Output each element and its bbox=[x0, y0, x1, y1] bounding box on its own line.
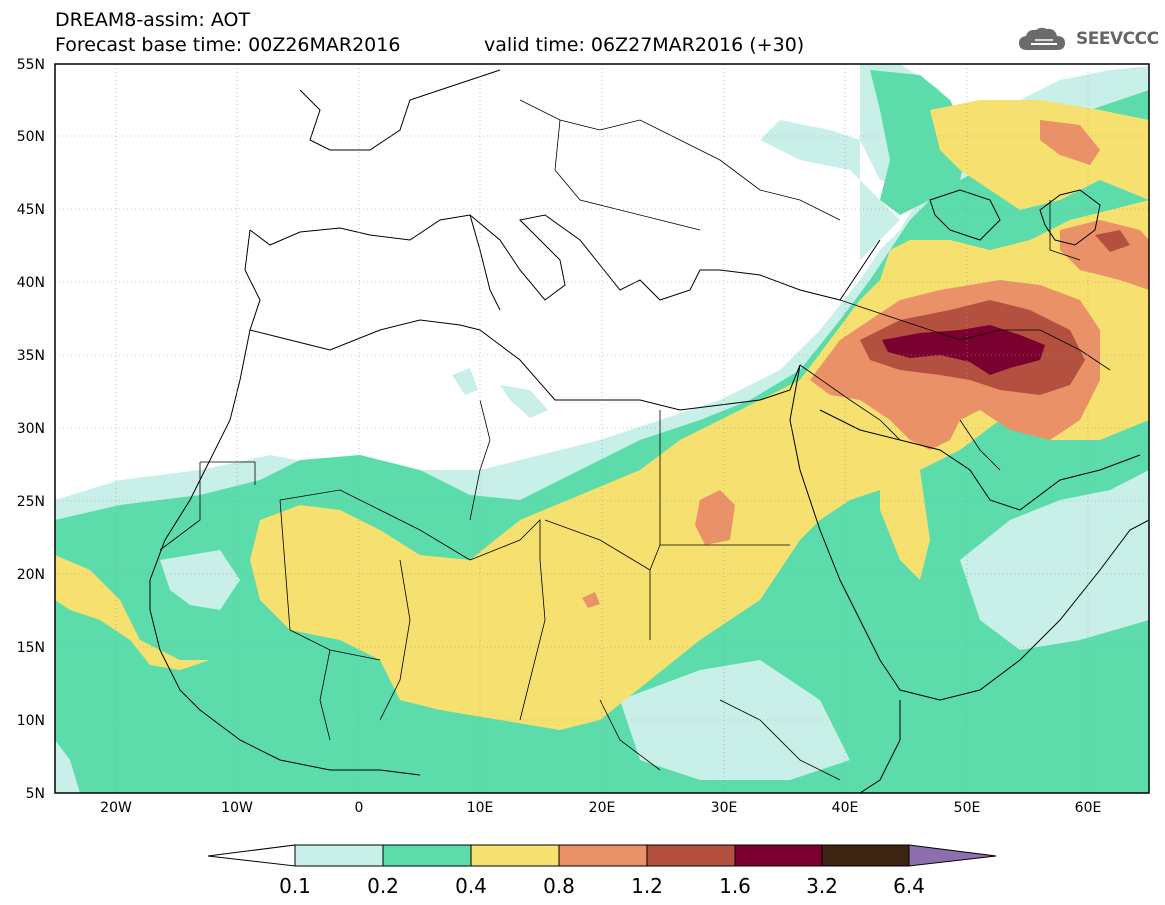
colorbar-label: 1.2 bbox=[631, 874, 663, 898]
colorbar-label: 0.1 bbox=[279, 874, 311, 898]
colorbar-label: 0.4 bbox=[455, 874, 487, 898]
colorbar-label: 1.6 bbox=[719, 874, 751, 898]
lat-tick-label: 35N bbox=[17, 348, 45, 364]
colorbar bbox=[207, 844, 997, 867]
colorbar-swatch bbox=[294, 844, 384, 867]
colorbar-label: 0.8 bbox=[543, 874, 575, 898]
cloud-logo-icon bbox=[1019, 27, 1065, 50]
colorbar-label: 3.2 bbox=[806, 874, 838, 898]
aot-band-0.8-chad bbox=[582, 592, 600, 608]
lon-tick-label: 10E bbox=[467, 800, 494, 816]
lat-tick-label: 55N bbox=[17, 57, 45, 73]
colorbar-label: 0.2 bbox=[367, 874, 399, 898]
aot-band-1.6 bbox=[882, 325, 1045, 375]
lon-tick-label: 60E bbox=[1075, 800, 1102, 816]
lon-tick-label: 50E bbox=[954, 800, 981, 816]
lat-tick-label: 40N bbox=[17, 275, 45, 291]
colorbar-label: 6.4 bbox=[893, 874, 925, 898]
lat-tick-label: 25N bbox=[17, 494, 45, 510]
lat-tick-label: 10N bbox=[17, 713, 45, 729]
colorbar-over-arrow bbox=[908, 844, 997, 867]
forecast-base-time: Forecast base time: 00Z26MAR2016 bbox=[55, 34, 401, 56]
aot-band-0.1-libya2 bbox=[500, 385, 548, 418]
colorbar-swatch bbox=[470, 844, 560, 867]
aot-band-0.1-libya bbox=[452, 368, 478, 395]
lat-tick-label: 5N bbox=[26, 786, 45, 802]
lat-tick-label: 30N bbox=[17, 421, 45, 437]
aot-band-0.4-arabia bbox=[880, 450, 930, 580]
lat-tick-label: 45N bbox=[17, 202, 45, 218]
valid-time: valid time: 06Z27MAR2016 (+30) bbox=[484, 34, 805, 56]
lon-tick-label: 20E bbox=[589, 800, 616, 816]
lat-tick-label: 50N bbox=[17, 129, 45, 145]
aot-band-0.2-north bbox=[870, 70, 970, 215]
gridlines bbox=[55, 64, 1149, 793]
lon-tick-label: 0 bbox=[355, 800, 364, 816]
colorbar-under-arrow bbox=[207, 844, 296, 867]
aot-band-1.2-caspian bbox=[1095, 230, 1130, 252]
aot-band-0.1-west bbox=[160, 550, 240, 610]
colorbar-swatch bbox=[821, 844, 910, 867]
map-title: DREAM8-assim: AOT bbox=[55, 9, 251, 31]
aot-band-0.4-north bbox=[930, 100, 1149, 210]
lat-tick-label: 15N bbox=[17, 640, 45, 656]
colorbar-swatch bbox=[382, 844, 472, 867]
coastlines bbox=[149, 69, 1149, 793]
aot-band-0.1-horn bbox=[960, 470, 1149, 650]
colorbar-swatch bbox=[558, 844, 648, 867]
aot-band-0.8-egypt bbox=[695, 490, 735, 545]
lon-tick-label: 20W bbox=[100, 800, 132, 816]
lat-tick-label: 20N bbox=[17, 567, 45, 583]
aot-band-0.8-caspian bbox=[1060, 220, 1149, 290]
aot-band-0.8-north bbox=[1040, 120, 1100, 165]
logo-text: SEEVCCC bbox=[1076, 29, 1159, 49]
plot-frame bbox=[54, 63, 1150, 794]
lon-tick-label: 40E bbox=[832, 800, 859, 816]
lon-tick-label: 30E bbox=[711, 800, 738, 816]
colorbar-swatch bbox=[734, 844, 823, 867]
aot-band-0.4-west bbox=[55, 555, 210, 670]
colorbar-swatch bbox=[646, 844, 736, 867]
lon-tick-label: 10W bbox=[221, 800, 253, 816]
country-borders bbox=[159, 99, 1111, 781]
